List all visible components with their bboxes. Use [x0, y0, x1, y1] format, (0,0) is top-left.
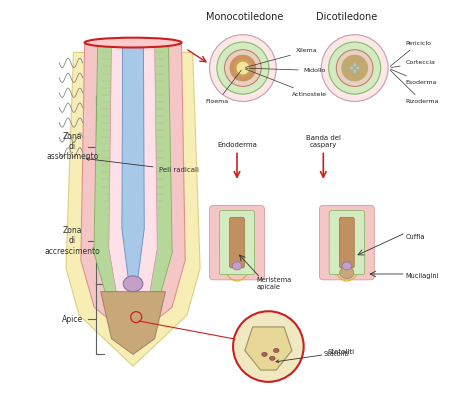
Ellipse shape [270, 356, 275, 360]
Polygon shape [245, 327, 292, 370]
Circle shape [234, 75, 237, 77]
Circle shape [210, 35, 276, 102]
Circle shape [234, 58, 237, 61]
Text: Actinostele: Actinostele [246, 69, 327, 96]
FancyBboxPatch shape [210, 205, 264, 280]
Circle shape [251, 73, 253, 76]
Ellipse shape [232, 262, 242, 270]
Polygon shape [81, 45, 185, 339]
Text: Banda del
caspary: Banda del caspary [306, 135, 341, 149]
Circle shape [252, 71, 254, 74]
Circle shape [328, 42, 381, 94]
Text: Midollo: Midollo [246, 68, 326, 73]
Ellipse shape [340, 267, 354, 278]
Text: Zona
di
accrescimento: Zona di accrescimento [45, 226, 100, 256]
Text: Corteccia: Corteccia [391, 60, 436, 68]
Polygon shape [109, 45, 157, 327]
Circle shape [243, 78, 245, 80]
Circle shape [249, 75, 252, 77]
Polygon shape [122, 45, 144, 315]
Circle shape [253, 69, 255, 71]
Ellipse shape [342, 262, 352, 270]
Text: Endoderma: Endoderma [217, 143, 257, 149]
Circle shape [247, 77, 250, 79]
FancyBboxPatch shape [219, 211, 255, 275]
Circle shape [233, 60, 235, 63]
Circle shape [231, 69, 233, 71]
Text: Xilema: Xilema [246, 48, 318, 67]
Polygon shape [100, 292, 165, 354]
Text: Floema: Floema [206, 70, 241, 104]
Circle shape [238, 56, 241, 58]
Text: Statoliti: Statoliti [323, 352, 349, 357]
Circle shape [230, 55, 255, 81]
Text: Periciclo: Periciclo [390, 41, 432, 66]
Text: Apice: Apice [62, 314, 83, 324]
Text: Rizoderma: Rizoderma [390, 70, 439, 104]
Circle shape [236, 77, 238, 79]
Circle shape [245, 77, 247, 80]
Circle shape [233, 73, 235, 76]
Circle shape [225, 50, 261, 87]
FancyBboxPatch shape [319, 205, 374, 280]
Circle shape [253, 67, 255, 69]
Ellipse shape [85, 38, 182, 47]
Text: Dicotiledone: Dicotiledone [316, 12, 377, 22]
Ellipse shape [123, 276, 143, 292]
Circle shape [240, 56, 243, 58]
Polygon shape [94, 45, 172, 331]
Polygon shape [66, 53, 200, 366]
Ellipse shape [273, 348, 279, 352]
Circle shape [233, 311, 304, 382]
Circle shape [249, 58, 252, 61]
FancyBboxPatch shape [229, 217, 245, 268]
Text: Monocotiledone: Monocotiledone [206, 12, 283, 22]
Circle shape [231, 71, 234, 74]
Circle shape [245, 56, 247, 58]
Circle shape [237, 62, 248, 74]
Circle shape [231, 64, 233, 67]
FancyBboxPatch shape [339, 217, 354, 268]
Circle shape [321, 35, 388, 102]
Circle shape [231, 62, 234, 65]
Text: Peli radicali: Peli radicali [86, 158, 199, 173]
Circle shape [240, 78, 243, 80]
Circle shape [217, 42, 269, 94]
Circle shape [252, 62, 254, 65]
Text: Mucilagini: Mucilagini [406, 273, 439, 279]
FancyBboxPatch shape [329, 211, 365, 275]
Circle shape [230, 67, 233, 69]
Circle shape [253, 64, 255, 67]
Text: Zona
di
assorbimento: Zona di assorbimento [46, 132, 99, 162]
Circle shape [236, 57, 238, 60]
Circle shape [243, 56, 245, 58]
Text: Statoliti: Statoliti [276, 350, 355, 363]
Circle shape [342, 55, 367, 81]
Circle shape [337, 50, 373, 87]
Text: Esoderma: Esoderma [391, 69, 437, 85]
Circle shape [247, 57, 250, 60]
Ellipse shape [262, 352, 267, 356]
Circle shape [238, 77, 241, 80]
Text: Cuffia: Cuffia [406, 234, 425, 240]
Circle shape [251, 60, 253, 63]
Text: Meristema
apicale: Meristema apicale [256, 277, 292, 290]
